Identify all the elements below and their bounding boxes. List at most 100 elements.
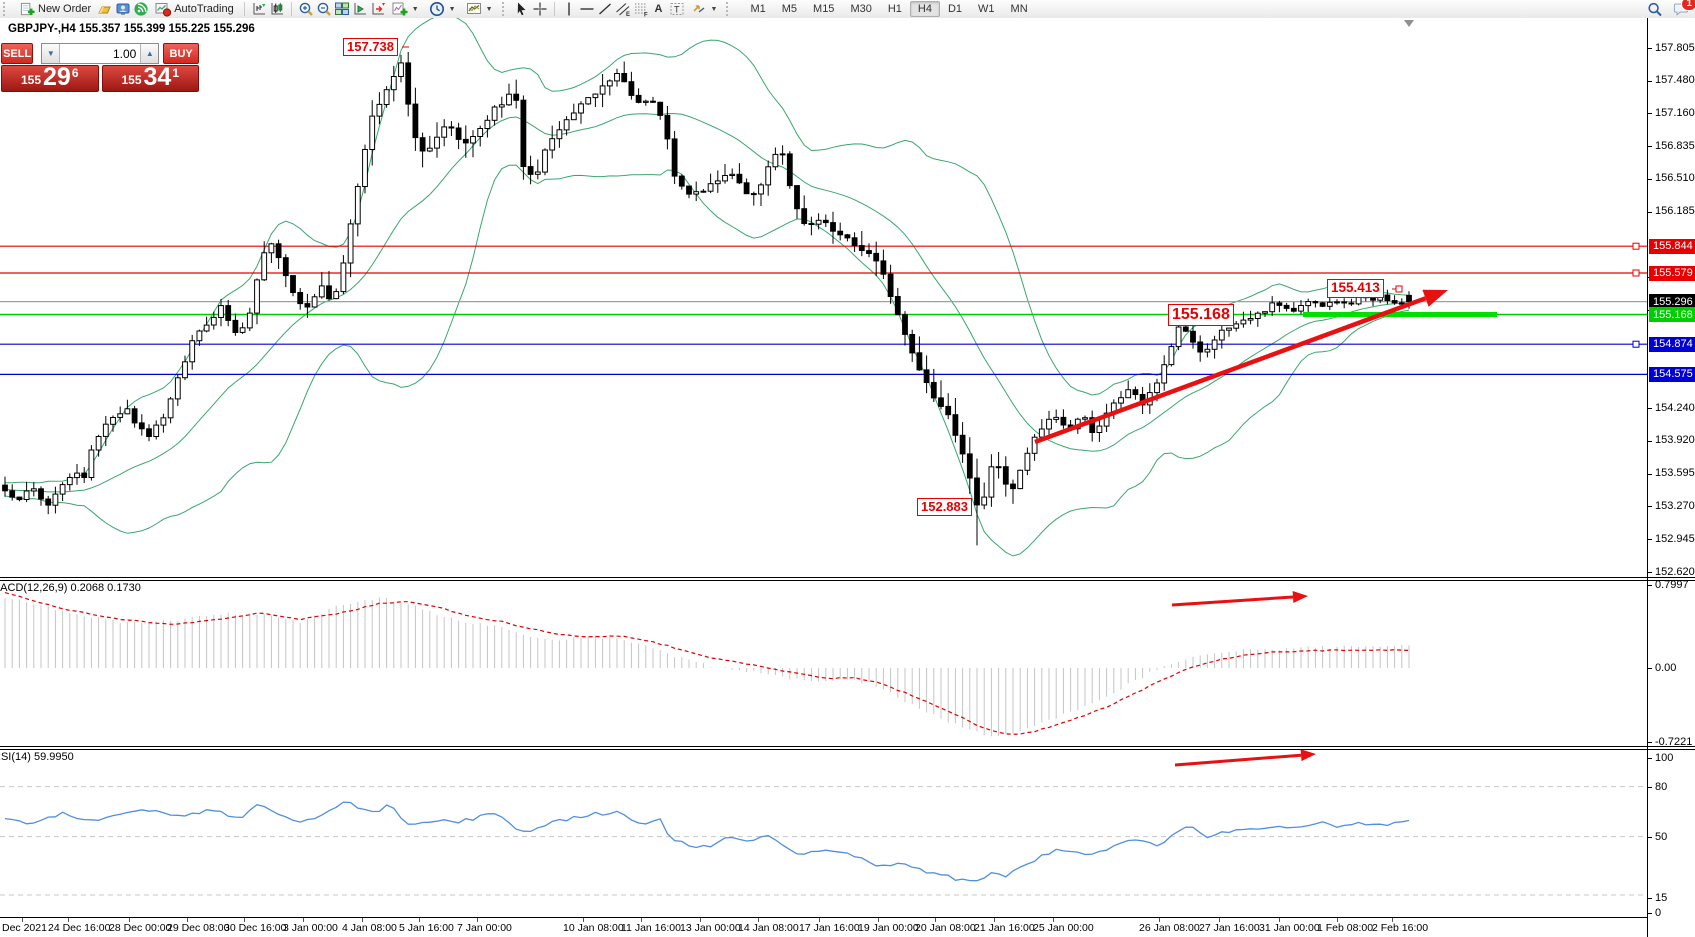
vertical-line-icon[interactable] [561, 1, 577, 17]
chat-icon[interactable]: 1 [1673, 0, 1695, 17]
time-axis[interactable]: Dec 2021 24 Dec 16:00 28 Dec 00:00 29 Dec 0… [0, 917, 1647, 937]
time-axis-label: 4 Jan 08:00 [342, 922, 397, 934]
cursor-icon[interactable] [514, 1, 530, 17]
volume-increase-button[interactable]: ▲ [140, 44, 159, 63]
bar-chart-icon[interactable] [251, 1, 267, 17]
price-tick-label: 157.480 [1655, 74, 1695, 87]
price-axis[interactable]: 157.805 157.480 157.160 156.835 156.510 156.1… [1648, 18, 1695, 937]
axis-tick [1648, 758, 1652, 759]
price-annotation[interactable]: 155.168 [1168, 304, 1234, 326]
price-tick-label: 153.595 [1655, 467, 1695, 479]
text-tool-icon[interactable]: A [651, 1, 667, 17]
zoom-out-icon[interactable] [316, 1, 332, 17]
axis-tick [1648, 473, 1652, 475]
ask-price-display[interactable]: 155 34 1 [101, 65, 199, 92]
dropdown-arrow-icon: ▼ [710, 5, 718, 13]
price-annotation[interactable]: 157.738 [343, 38, 398, 57]
time-tick [700, 918, 701, 922]
sell-button[interactable]: SELL [1, 43, 34, 64]
dropdown-arrow-icon: ▼ [485, 5, 493, 13]
time-axis-label: 29 Dec 08:00 [167, 922, 230, 934]
chart-shift-icon[interactable] [370, 1, 386, 17]
autotrading-label: AutoTrading [174, 3, 234, 15]
axis-tick [1648, 80, 1652, 82]
pane-separator[interactable] [0, 577, 1695, 581]
toolbar-grip[interactable] [726, 2, 733, 16]
timeframe-button-h4[interactable]: H4 [909, 1, 940, 17]
time-tick [1337, 918, 1338, 922]
add-indicator-button[interactable]: ▼ [388, 1, 423, 17]
svg-text:T: T [674, 5, 680, 15]
time-axis-label: 19 Jan 00:00 [858, 922, 919, 934]
time-tick [187, 918, 188, 922]
timeframe-button-m15[interactable]: M15 [813, 3, 835, 15]
periods-button[interactable]: ▼ [425, 1, 460, 17]
time-axis-label: 26 Jan 08:00 [1139, 922, 1200, 934]
main-toolbar: New Order AutoTrading ▼ ▼ ▼ [0, 0, 1695, 19]
time-tick [303, 918, 304, 922]
timeframe-button-w1[interactable]: W1 [978, 3, 995, 15]
templates-button[interactable]: ▼ [462, 1, 497, 17]
candle-chart-icon[interactable] [269, 1, 285, 17]
trendline-icon[interactable] [597, 1, 613, 17]
channel-icon[interactable]: E [615, 1, 631, 17]
buy-button[interactable]: BUY [163, 43, 199, 64]
fibonacci-icon[interactable]: F [633, 1, 649, 17]
toolbar-grip[interactable] [501, 2, 509, 16]
auto-scroll-icon[interactable] [352, 1, 368, 17]
search-icon[interactable] [1647, 1, 1663, 17]
toolbar-grip[interactable] [3, 2, 10, 16]
tile-windows-icon[interactable] [334, 1, 350, 17]
price-tick-label: 152.620 [1655, 565, 1695, 578]
timeframe-button-m30[interactable]: M30 [850, 3, 872, 15]
price-tick-label: 153.920 [1655, 434, 1695, 447]
time-axis-label: 7 Jan 00:00 [457, 922, 512, 934]
price-level-box: 154.874 [1649, 336, 1695, 352]
label-tool-icon[interactable]: T [669, 1, 685, 17]
rsi-pane[interactable] [0, 748, 1647, 916]
chart-ohlc-title: GBPJPY-,H4 155.357 155.399 155.225 155.2… [8, 23, 255, 35]
shapes-button[interactable]: ▼ [687, 1, 722, 17]
new-order-button[interactable]: New Order [15, 1, 95, 17]
timeframe-button-mn[interactable]: MN [1010, 3, 1028, 15]
gold-icon[interactable] [97, 1, 113, 17]
chart-shift-marker [1404, 20, 1414, 27]
pane-separator[interactable] [0, 746, 1695, 750]
crosshair-icon[interactable] [532, 1, 548, 17]
line-handle[interactable] [1632, 242, 1640, 250]
chart-workspace: GBPJPY-,H4 155.357 155.399 155.225 155.2… [0, 18, 1695, 937]
timeframe-button-h1[interactable]: H1 [887, 3, 902, 15]
price-annotation[interactable]: 155.413 [1327, 279, 1384, 298]
line-handle[interactable] [1632, 269, 1640, 277]
zoom-in-icon[interactable] [298, 1, 314, 17]
timeframe-button-m5[interactable]: M5 [781, 3, 798, 15]
time-tick [129, 918, 130, 922]
price-chart-pane[interactable] [0, 18, 1647, 577]
timeframe-button-m1[interactable]: M1 [750, 3, 766, 15]
axis-tick [1648, 837, 1652, 838]
axis-tick [1648, 572, 1652, 573]
svg-text:F: F [644, 13, 648, 18]
price-annotation[interactable]: 152.883 [917, 498, 972, 517]
time-axis-label: 14 Jan 08:00 [738, 922, 799, 934]
time-axis-label: 5 Jan 16:00 [399, 922, 454, 934]
time-tick [583, 918, 584, 922]
axis-tick [1648, 506, 1652, 508]
timeframe-button-d1[interactable]: D1 [947, 3, 963, 15]
axis-tick [1648, 585, 1652, 586]
price-tick-label: 153.270 [1655, 499, 1695, 512]
line-handle[interactable] [1632, 340, 1640, 348]
horizontal-line-icon[interactable] [579, 1, 595, 17]
price-tick-label: 157.160 [1655, 106, 1695, 119]
autotrading-button[interactable]: AutoTrading [151, 1, 238, 17]
volume-input[interactable] [60, 44, 141, 63]
bid-price-display[interactable]: 155 29 6 [1, 65, 99, 92]
macd-pane[interactable] [0, 580, 1647, 746]
community-icon[interactable] [115, 1, 131, 17]
axis-tick [1648, 742, 1652, 743]
volume-decrease-button[interactable]: ▼ [42, 44, 61, 63]
timeframe-group: M1 M5 M15 M30 H1 H4 D1 W1 MN [742, 1, 1035, 17]
signals-icon[interactable] [133, 1, 149, 17]
axis-tick [1648, 146, 1652, 147]
macd-axis-label: 0.7997 [1655, 578, 1689, 591]
